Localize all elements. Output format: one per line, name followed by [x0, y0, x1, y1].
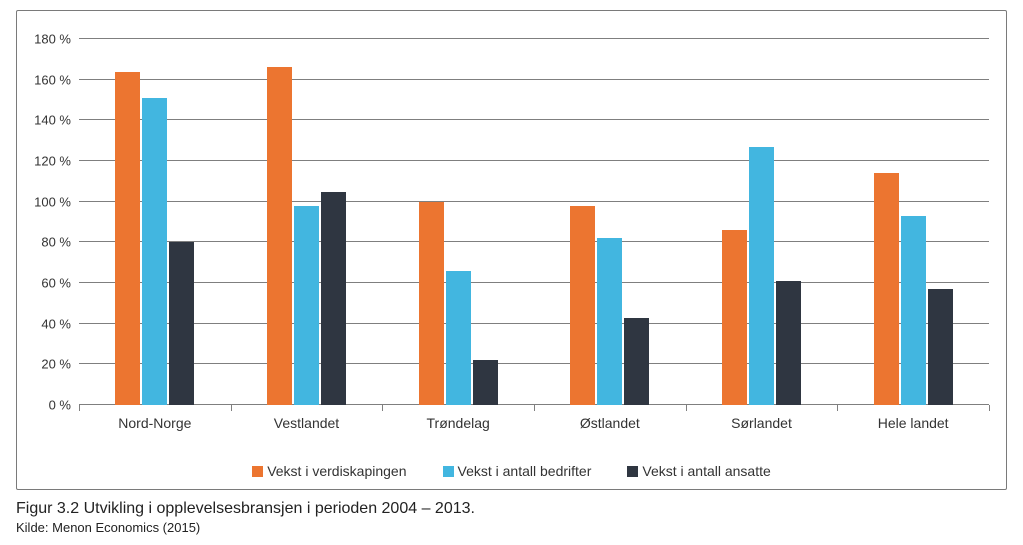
- bar: [874, 173, 899, 405]
- y-tick-label: 40 %: [41, 316, 79, 331]
- grid-line: [79, 363, 989, 364]
- bar: [267, 67, 292, 405]
- y-tick-label: 80 %: [41, 235, 79, 250]
- legend-swatch: [443, 466, 454, 477]
- y-tick-label: 0 %: [49, 398, 79, 413]
- grid-line: [79, 282, 989, 283]
- legend-item: Vekst i antall ansatte: [627, 463, 770, 479]
- y-tick-label: 100 %: [34, 194, 79, 209]
- bar: [419, 202, 444, 405]
- bar: [446, 271, 471, 405]
- figure-caption: Figur 3.2 Utvikling i opplevelsesbransje…: [16, 500, 1007, 518]
- chart-frame: 0 % 20 % 40 % 60 % 80 % 100 % 120 % 140 % 160 % 1…: [16, 10, 1007, 490]
- bar: [749, 147, 774, 405]
- x-tick-mark: [686, 405, 687, 411]
- x-tick-mark: [79, 405, 80, 411]
- legend-label: Vekst i verdiskapingen: [267, 463, 406, 479]
- bar: [624, 318, 649, 405]
- bar: [142, 98, 167, 405]
- grid-line: [79, 241, 989, 242]
- legend-item: Vekst i verdiskapingen: [252, 463, 406, 479]
- legend-swatch: [252, 466, 263, 477]
- plot-area: 0 %20 %40 %60 %80 %100 %120 %140 %160 %1…: [79, 39, 989, 405]
- grid-line: [79, 160, 989, 161]
- bar: [928, 289, 953, 405]
- x-category-label: Sørlandet: [731, 415, 792, 431]
- bar: [115, 72, 140, 405]
- bar: [570, 206, 595, 405]
- bar: [776, 281, 801, 405]
- grid-line: [79, 201, 989, 202]
- y-tick-label: 20 %: [41, 357, 79, 372]
- grid-line: [79, 38, 989, 39]
- x-category-label: Vestlandet: [274, 415, 339, 431]
- y-tick-label: 140 %: [34, 113, 79, 128]
- y-tick-label: 120 %: [34, 154, 79, 169]
- legend: Vekst i verdiskapingen Vekst i antall bed…: [17, 463, 1006, 479]
- x-category-label: Nord-Norge: [118, 415, 191, 431]
- legend-label: Vekst i antall ansatte: [642, 463, 770, 479]
- x-category-label: Trøndelag: [427, 415, 490, 431]
- x-tick-mark: [382, 405, 383, 411]
- x-tick-mark: [534, 405, 535, 411]
- y-tick-label: 60 %: [41, 276, 79, 291]
- bar: [294, 206, 319, 405]
- x-category-label: Hele landet: [878, 415, 949, 431]
- x-tick-mark: [837, 405, 838, 411]
- y-tick-label: 160 %: [34, 72, 79, 87]
- x-tick-mark: [989, 405, 990, 411]
- bar: [169, 242, 194, 405]
- grid-line: [79, 119, 989, 120]
- figure-source: Kilde: Menon Economics (2015): [16, 520, 1007, 535]
- bar: [901, 216, 926, 405]
- bar: [321, 192, 346, 406]
- grid-line: [79, 323, 989, 324]
- x-tick-mark: [231, 405, 232, 411]
- legend-item: Vekst i antall bedrifter: [443, 463, 592, 479]
- x-category-label: Østlandet: [580, 415, 640, 431]
- legend-label: Vekst i antall bedrifter: [458, 463, 592, 479]
- bar: [722, 230, 747, 405]
- y-tick-label: 180 %: [34, 32, 79, 47]
- grid-line: [79, 79, 989, 80]
- bar: [473, 360, 498, 405]
- bar: [597, 238, 622, 405]
- legend-swatch: [627, 466, 638, 477]
